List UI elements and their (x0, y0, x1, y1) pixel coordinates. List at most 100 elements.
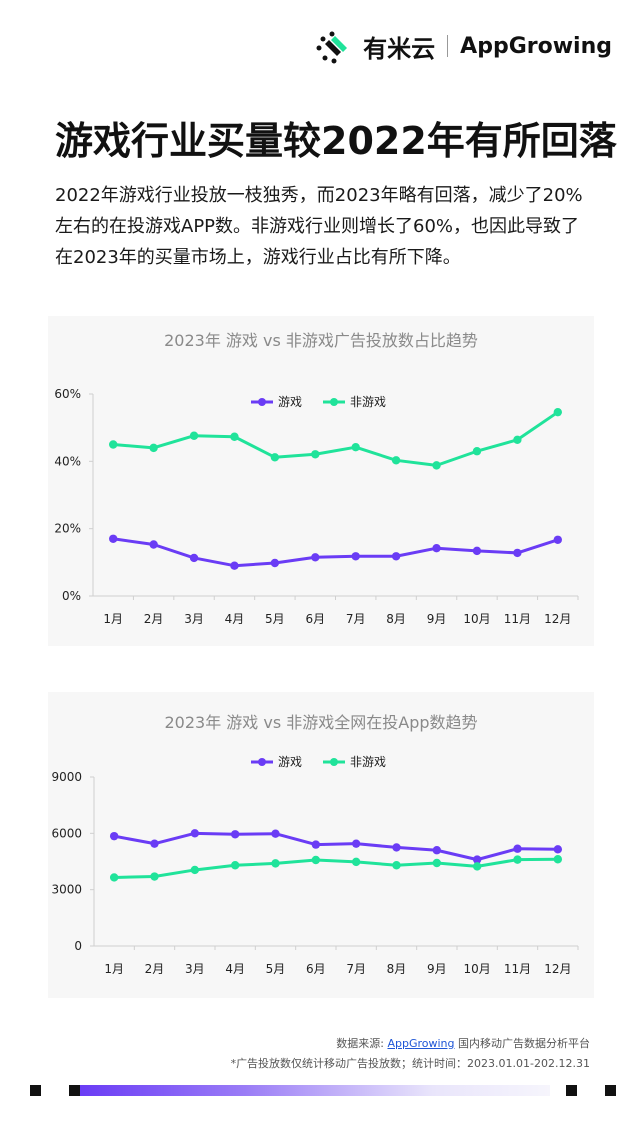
source-prefix: 数据来源: (336, 1037, 388, 1050)
data-point (270, 453, 280, 462)
share-trend-chart-svg: 2023年 游戏 vs 非游戏广告投放数占比趋势 0% 20% 40% 60% 1月 2月 3… (54, 331, 579, 626)
series-line-non-game (112, 857, 560, 879)
data-point (311, 840, 321, 849)
brand-name-cn: 有米云 (363, 34, 436, 63)
data-point (472, 447, 482, 456)
data-point (311, 553, 320, 562)
data-point (189, 553, 199, 563)
data-point (230, 432, 239, 441)
footer-gradient-bar (80, 1085, 550, 1096)
footer-square-right-2 (605, 1085, 616, 1096)
legend-label: 游戏 (278, 395, 302, 409)
data-point (432, 461, 441, 470)
x-tick-label: 5月 (266, 962, 286, 976)
legend-label: 非游戏 (350, 755, 386, 769)
data-point (150, 872, 159, 881)
x-tick-label: 11月 (504, 962, 531, 976)
data-point (513, 855, 522, 864)
series-line-game (112, 831, 560, 862)
data-point (109, 873, 119, 882)
data-point (230, 561, 239, 570)
data-point (513, 844, 522, 853)
x-tick-label: 3月 (185, 962, 205, 976)
x-tick-label: 2月 (145, 962, 165, 976)
x-tick-label: 10月 (463, 612, 490, 626)
brand-divider (447, 35, 449, 57)
y-tick-label: 6000 (51, 826, 82, 840)
legend-label: 非游戏 (350, 395, 386, 409)
chart-title: 2023年 游戏 vs 非游戏全网在投App数趋势 (164, 713, 477, 732)
data-point (472, 546, 482, 556)
series-line-non-game (111, 410, 560, 467)
data-point (513, 435, 522, 444)
footer-square-right (566, 1085, 577, 1096)
data-point (392, 843, 401, 852)
data-point (230, 830, 240, 839)
data-point (190, 865, 200, 875)
y-tick-label: 0% (62, 589, 81, 603)
y-tick-label: 40% (54, 454, 81, 468)
source-link[interactable]: AppGrowing (387, 1037, 455, 1050)
data-point (553, 845, 563, 854)
data-point (553, 407, 562, 417)
page-title: 游戏行业买量较2022年有所回落 (55, 119, 617, 163)
data-point (351, 552, 360, 561)
y-tick-label: 60% (54, 387, 81, 401)
x-tick-label: 11月 (504, 612, 531, 626)
data-source: 数据来源: AppGrowing 国内移动广告数据分析平台 (336, 1035, 590, 1051)
data-point (189, 431, 199, 440)
x-tick-label: 6月 (306, 962, 326, 976)
data-point (190, 829, 200, 838)
data-point (149, 443, 158, 453)
data-point (432, 543, 441, 553)
data-point (392, 861, 401, 870)
data-point (271, 829, 280, 838)
footnote: *广告投放数仅统计移动广告投放数；统计时间：2023.01.01-202.12.… (230, 1057, 590, 1070)
brand-name-en: AppGrowing (460, 33, 612, 59)
footer-square-left-2 (69, 1085, 80, 1096)
data-point (270, 558, 280, 568)
legend-marker (258, 398, 266, 406)
footer-square-left (30, 1085, 41, 1096)
data-point (109, 534, 118, 543)
data-point (150, 839, 159, 848)
y-tick-label: 0 (74, 939, 82, 953)
page-description: 2022年游戏行业投放一枝独秀，而2023年略有回落，减少了20%左右的在投游戏… (55, 185, 583, 268)
x-tick-label: 2月 (144, 612, 164, 626)
data-point (109, 440, 118, 449)
x-tick-label: 4月 (225, 962, 245, 976)
data-point (391, 552, 401, 561)
data-point (553, 855, 563, 864)
share-trend-chart: 2023年 游戏 vs 非游戏广告投放数占比趋势 0% 20% 40% 60% 1月 2月 3… (48, 316, 594, 646)
data-point (432, 846, 442, 855)
data-point (271, 859, 280, 868)
legend-marker (330, 398, 338, 406)
x-tick-label: 8月 (387, 962, 407, 976)
data-point (230, 861, 240, 870)
legend-label: 游戏 (278, 755, 302, 769)
data-point (472, 862, 482, 871)
data-point (432, 858, 442, 868)
data-point (149, 540, 158, 549)
x-tick-label: 3月 (184, 612, 204, 626)
data-point (311, 450, 320, 459)
x-tick-label: 1月 (103, 612, 123, 626)
youmi-logo-icon (315, 28, 351, 64)
x-tick-label: 6月 (305, 612, 325, 626)
data-point (513, 548, 522, 558)
y-tick-label: 20% (54, 522, 81, 536)
series-line-game (111, 537, 560, 568)
x-tick-label: 9月 (427, 612, 447, 626)
x-tick-label: 8月 (386, 612, 406, 626)
x-tick-label: 9月 (427, 962, 447, 976)
x-tick-label: 5月 (265, 612, 285, 626)
source-suffix: 国内移动广告数据分析平台 (454, 1037, 590, 1050)
data-point (109, 831, 119, 841)
x-tick-label: 12月 (544, 962, 571, 976)
x-tick-label: 7月 (346, 612, 366, 626)
legend-marker (330, 758, 338, 766)
data-point (351, 442, 360, 452)
x-tick-label: 10月 (464, 962, 491, 976)
x-tick-label: 1月 (104, 962, 124, 976)
x-tick-label: 7月 (346, 962, 366, 976)
